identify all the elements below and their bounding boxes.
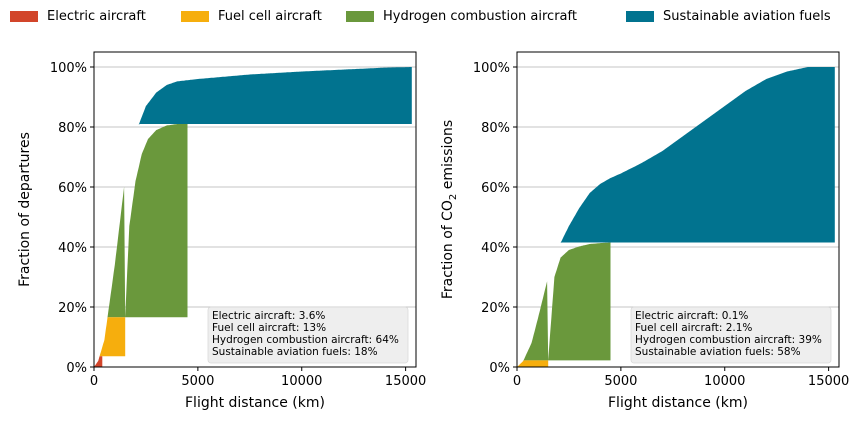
legend-swatch [626,10,654,22]
axes-frame [516,51,840,368]
annotation-line: Sustainable aviation fuels: 18% [212,346,378,358]
area-fuel-cell-aircraft [94,317,126,367]
y-tick-label: 20% [481,301,510,316]
legend-label: Hydrogen combustion aircraft [383,8,577,24]
x-axis-label: Flight distance (km) [608,395,748,411]
area-sustainable-aviation-fuels [94,67,412,367]
x-axis-label: Flight distance (km) [185,395,325,411]
y-axis-label: Fraction of departures [17,132,33,287]
y-axis-label-subscript: 2 [448,194,459,200]
y-axis-label-part: emissions [440,120,456,194]
plot-panel-1: 0 5000 10000 15000 0% 20% 40% 60% 80% 100% Flight … [17,51,426,411]
annotation-line: Hydrogen combustion aircraft: 39% [635,334,822,346]
x-tick-label: 15000 [808,374,849,389]
area-hydrogen-combustion-aircraft [517,242,611,367]
annotation-line: Electric aircraft: 0.1% [635,310,748,322]
y-axis-label: Fraction of CO2 emissions [440,120,459,299]
annotation-line: Electric aircraft: 3.6% [212,310,325,322]
y-tick-label: 60% [481,181,510,196]
legend-label: Fuel cell aircraft [218,8,322,24]
legend-label: Sustainable aviation fuels [663,8,831,24]
legend-swatch [181,10,209,22]
legend-swatch [10,10,38,22]
y-tick-label: 40% [481,241,510,256]
y-axis-label-part: Fraction of CO [440,200,456,299]
y-tick-label: 40% [58,241,87,256]
annotation-line: Sustainable aviation fuels: 58% [635,346,801,358]
annotation-box [207,306,409,364]
annotation-line: Hydrogen combustion aircraft: 64% [212,334,399,346]
y-tick-label: 80% [58,121,87,136]
x-tick-label: 5000 [604,374,637,389]
y-tick-label: 0% [66,361,87,376]
annotation-line: Fuel cell aircraft: 2.1% [635,322,752,334]
area-fuel-cell-aircraft [517,360,549,367]
x-tick-label: 15000 [385,374,426,389]
legend-item: Electric aircraft [10,8,146,24]
annotation-line: Fuel cell aircraft: 13% [212,322,326,334]
x-tick-label: 0 [90,374,98,389]
x-tick-label: 10000 [281,374,322,389]
x-tick-label: 5000 [181,374,214,389]
y-tick-label: 20% [58,301,87,316]
legend-label: Electric aircraft [47,8,146,24]
y-tick-label: 80% [481,121,510,136]
plot-panel-2: 0 5000 10000 15000 0% 20% 40% 60% 80% 100% Flight … [440,51,849,411]
x-tick-label: 10000 [704,374,745,389]
area-hydrogen-combustion-aircraft [94,124,188,367]
x-tick-label: 0 [513,374,521,389]
annotation-box [630,306,832,364]
axes-frame [93,51,417,368]
y-tick-label: 100% [473,61,510,76]
area-electric-aircraft [94,356,103,367]
legend-item: Hydrogen combustion aircraft [346,8,577,24]
legend-swatch [346,10,374,22]
y-tick-label: 60% [58,181,87,196]
area-sustainable-aviation-fuels [517,67,835,367]
legend-item: Sustainable aviation fuels [626,8,831,24]
legend: Electric aircraft Fuel cell aircraft Hydro… [0,4,864,28]
y-tick-label: 0% [489,361,510,376]
y-tick-label: 100% [50,61,87,76]
legend-item: Fuel cell aircraft [181,8,322,24]
